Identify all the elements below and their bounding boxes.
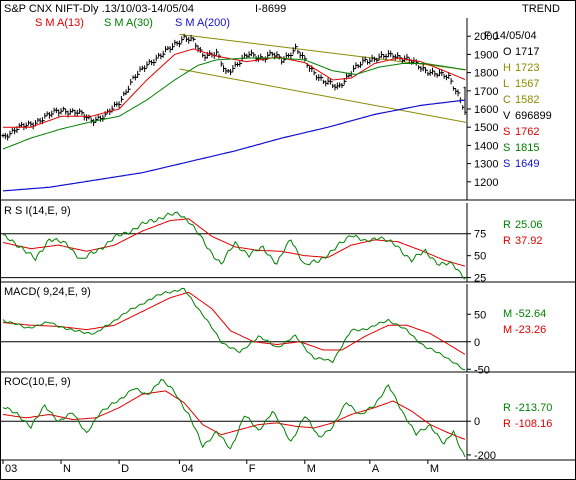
stat-value: -52.64 bbox=[515, 308, 546, 320]
stat-value: 1815 bbox=[515, 142, 539, 154]
y-tick-label: -50 bbox=[474, 364, 490, 376]
stat-value: 1762 bbox=[515, 126, 539, 138]
stat-label: S bbox=[503, 142, 510, 154]
macd-title: MACD( 9,24,E, 9) bbox=[4, 286, 91, 298]
stat-label: L bbox=[503, 78, 509, 90]
stat-value: 1717 bbox=[515, 46, 539, 58]
x-tick-label: A bbox=[372, 463, 380, 475]
legend-sma200: S M A(200) bbox=[175, 17, 230, 29]
chart-right-title: TREND bbox=[522, 3, 560, 15]
y-tick-label: 0 bbox=[474, 416, 480, 428]
stat-label: R bbox=[503, 235, 511, 247]
y-tick-label: 1700 bbox=[474, 86, 498, 98]
stat-label: O bbox=[503, 46, 512, 58]
stat-label: S bbox=[503, 158, 510, 170]
channel-lower bbox=[179, 68, 467, 123]
stat-value: 1582 bbox=[515, 94, 539, 106]
y-tick-label: -200 bbox=[474, 450, 496, 462]
stat-label: R bbox=[503, 418, 511, 430]
stat-value: -108.16 bbox=[515, 418, 552, 430]
rsi-panel: 25 50 75 R 25.06 R 37.92 bbox=[0, 211, 543, 285]
stat-label: M bbox=[503, 308, 512, 320]
x-tick-label: 04 bbox=[181, 463, 193, 475]
stat-value: 1649 bbox=[515, 158, 539, 170]
stat-label: V bbox=[503, 110, 511, 122]
stat-value: -23.26 bbox=[515, 324, 546, 336]
roc-signal-line bbox=[2, 390, 466, 440]
y-tick-label: 0 bbox=[474, 337, 480, 349]
stat-value: 696899 bbox=[515, 110, 552, 122]
rsi-title: R S I(14,E, 9) bbox=[4, 205, 71, 217]
macd-panel: -50 0 50 M -52.64M -23.26 bbox=[0, 287, 546, 376]
x-tick-label: D bbox=[121, 463, 129, 475]
roc-panel: -200 0 R -213.70 R -108.16 bbox=[0, 379, 552, 462]
sma200-line bbox=[2, 99, 466, 192]
y-tick-label: 1900 bbox=[474, 49, 498, 61]
y-tick-label: 1400 bbox=[474, 140, 498, 152]
y-tick-label: 25 bbox=[474, 273, 486, 285]
stat-label: R bbox=[503, 219, 511, 231]
stat-value: 25.06 bbox=[515, 219, 543, 231]
stat-value: -213.70 bbox=[515, 402, 552, 414]
stat-label: M bbox=[503, 324, 512, 336]
roc-line bbox=[2, 379, 466, 458]
stat-label: S bbox=[503, 126, 510, 138]
stat-value: 37.92 bbox=[515, 235, 543, 247]
sma30-line bbox=[2, 57, 466, 150]
y-tick-label: 50 bbox=[474, 309, 486, 321]
stat-value: 1723 bbox=[515, 62, 539, 74]
stat-label: R bbox=[503, 402, 511, 414]
chart-info: I-8699 bbox=[255, 3, 286, 15]
y-tick-label: 1800 bbox=[474, 68, 498, 80]
stat-label: C bbox=[503, 94, 511, 106]
y-tick-label: 1500 bbox=[474, 122, 498, 134]
macd-line bbox=[2, 287, 466, 371]
x-tick-label: 03 bbox=[5, 463, 17, 475]
x-tick-label: N bbox=[63, 463, 71, 475]
stat-label: F 14/05/04 bbox=[484, 30, 537, 42]
y-tick-label: 2000 bbox=[474, 31, 498, 43]
x-tick-label: M bbox=[430, 463, 439, 475]
chart-title: S&P CNX NIFT-Dly .13/10/03-14/05/04 bbox=[4, 3, 194, 15]
y-tick-label: 1600 bbox=[474, 104, 498, 116]
y-tick-label: 50 bbox=[474, 251, 486, 263]
y-tick-label: 75 bbox=[474, 229, 486, 241]
roc-title: ROC(10,E, 9) bbox=[4, 376, 71, 388]
y-tick-label: 1200 bbox=[474, 177, 498, 189]
legend-sma13: S M A(13) bbox=[35, 17, 84, 29]
x-axis: 03 N D 04 F M A M bbox=[2, 460, 439, 475]
sma13-line bbox=[3, 48, 466, 128]
rsi-line bbox=[2, 211, 466, 280]
y-tick-label: 1300 bbox=[474, 159, 498, 171]
stat-label: H bbox=[503, 62, 511, 74]
macd-signal-line bbox=[2, 291, 466, 355]
legend-sma30: S M A(30) bbox=[104, 17, 153, 29]
stat-value: 1567 bbox=[515, 78, 539, 90]
x-tick-label: M bbox=[307, 463, 316, 475]
x-tick-label: F bbox=[249, 463, 256, 475]
